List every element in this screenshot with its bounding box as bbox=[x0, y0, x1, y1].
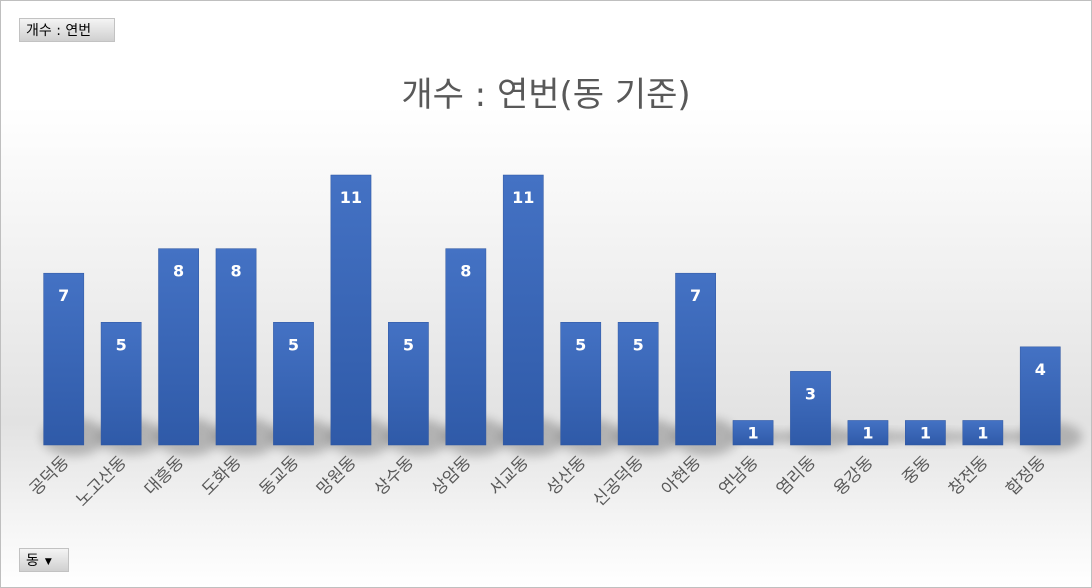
data-label: 1 bbox=[862, 424, 873, 443]
x-tick-label: 신공덕동 bbox=[589, 452, 647, 510]
x-tick-label: 도화동 bbox=[198, 452, 245, 499]
x-tick-label: 공덕동 bbox=[26, 452, 73, 499]
x-tick-label: 용강동 bbox=[830, 452, 877, 499]
data-label: 7 bbox=[58, 286, 69, 305]
dropdown-arrow-icon: ▼ bbox=[44, 557, 52, 567]
data-label: 8 bbox=[173, 262, 184, 281]
bar[interactable] bbox=[560, 322, 602, 446]
bar[interactable] bbox=[330, 174, 372, 446]
values-field-label: 개수 : 연번 bbox=[26, 23, 92, 39]
chart-title: 개수 : 연번(동 기준) bbox=[401, 75, 691, 115]
x-tick-label: 합정동 bbox=[1002, 452, 1049, 499]
values-field-button[interactable]: 개수 : 연번 bbox=[19, 18, 115, 42]
data-label: 8 bbox=[230, 262, 241, 281]
data-label: 1 bbox=[977, 424, 988, 443]
bar[interactable] bbox=[1019, 346, 1061, 446]
data-label: 11 bbox=[340, 188, 362, 207]
x-tick-label: 중동 bbox=[899, 452, 935, 488]
x-tick-label: 창전동 bbox=[945, 452, 992, 499]
data-label: 5 bbox=[116, 335, 127, 354]
data-label: 11 bbox=[512, 188, 534, 207]
x-tick-label: 상수동 bbox=[371, 452, 418, 499]
bar[interactable] bbox=[158, 248, 199, 446]
bar[interactable] bbox=[43, 272, 85, 446]
x-tick-label: 아현동 bbox=[658, 452, 705, 499]
x-tick-label: 대흥동 bbox=[141, 452, 188, 499]
bar[interactable] bbox=[962, 420, 1004, 446]
bar[interactable] bbox=[732, 420, 774, 446]
data-label: 5 bbox=[575, 335, 586, 354]
data-label: 8 bbox=[460, 262, 471, 281]
x-tick-label: 연남동 bbox=[715, 452, 762, 499]
data-label: 7 bbox=[690, 286, 701, 305]
data-label: 5 bbox=[288, 335, 299, 354]
data-label: 4 bbox=[1035, 360, 1046, 379]
bar[interactable] bbox=[675, 272, 716, 446]
x-tick-label: 상암동 bbox=[428, 452, 475, 499]
x-tick-label: 성산동 bbox=[543, 452, 590, 499]
axis-field-label: 동 bbox=[26, 553, 39, 569]
bar[interactable] bbox=[502, 174, 544, 446]
bar[interactable] bbox=[617, 322, 659, 446]
x-tick-label: 노고산동 bbox=[72, 452, 130, 510]
bar[interactable] bbox=[790, 371, 831, 446]
bar[interactable] bbox=[273, 322, 314, 446]
bar[interactable] bbox=[215, 248, 257, 446]
data-label: 3 bbox=[805, 384, 816, 403]
data-label: 1 bbox=[747, 424, 758, 443]
bar[interactable] bbox=[905, 420, 946, 446]
data-label: 5 bbox=[633, 335, 644, 354]
bar[interactable] bbox=[388, 322, 429, 446]
x-tick-label: 동교동 bbox=[256, 452, 303, 499]
data-label: 5 bbox=[403, 335, 414, 354]
bar[interactable] bbox=[100, 322, 142, 446]
x-tick-label: 망원동 bbox=[313, 452, 360, 499]
data-label: 1 bbox=[920, 424, 931, 443]
x-tick-label: 염리동 bbox=[773, 452, 820, 499]
x-tick-label: 서교동 bbox=[485, 452, 532, 499]
bar[interactable] bbox=[847, 420, 889, 446]
axis-field-button[interactable]: 동 ▼ bbox=[19, 548, 69, 572]
bar[interactable] bbox=[445, 248, 487, 446]
